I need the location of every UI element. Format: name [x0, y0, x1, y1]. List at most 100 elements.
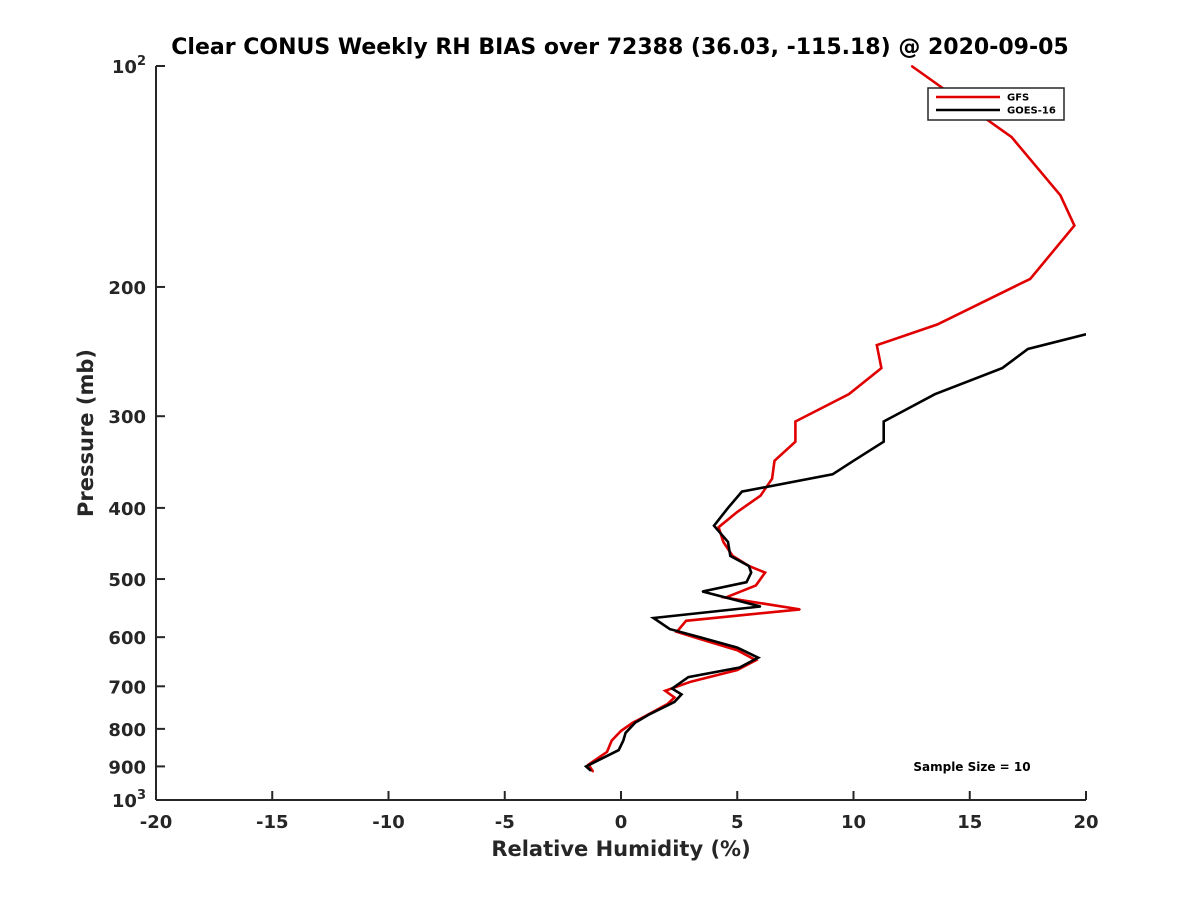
x-tick-label: 20 [1073, 812, 1098, 833]
data-point-goes-16 [713, 524, 715, 527]
data-point-goes-16 [729, 555, 732, 557]
y-tick-label: 400 [108, 499, 146, 520]
data-point-goes-16 [617, 749, 620, 751]
x-tick-label: -15 [256, 812, 289, 833]
data-point-goes-16 [590, 769, 592, 772]
data-point-goes-16 [882, 420, 885, 423]
data-point-goes-16 [648, 713, 650, 716]
data-point-gfs [736, 669, 739, 671]
data-point-gfs [876, 344, 878, 346]
y-tick-label: 600 [108, 628, 146, 649]
x-tick-label: 0 [615, 812, 628, 833]
data-point-gfs [1059, 194, 1062, 197]
data-point-gfs [1073, 224, 1076, 227]
data-point-gfs [759, 494, 762, 497]
data-point-goes-16 [585, 765, 587, 768]
x-tick-label: 10 [841, 812, 866, 833]
legend-box [927, 87, 1065, 121]
data-point-goes-16 [745, 581, 748, 583]
data-point-gfs [736, 511, 739, 513]
data-point-gfs [848, 393, 850, 396]
data-point-goes-16 [634, 722, 636, 724]
data-point-gfs [664, 690, 666, 692]
y-tick-base: 10 [112, 57, 137, 78]
x-ticks: -20 -15 -10 -5 0 5 10 15 20 [140, 791, 1099, 833]
data-point-gfs [610, 739, 613, 742]
data-point-goes-16 [831, 473, 834, 476]
y-tick-exponent: 2 [137, 54, 146, 69]
legend-label-gfs: GFS [1007, 93, 1029, 104]
y-tick-base: 10 [112, 791, 137, 812]
y-tick-label: 102 [112, 54, 146, 78]
data-point-gfs [910, 65, 913, 67]
data-point-gfs [755, 584, 757, 587]
data-point-gfs [771, 477, 773, 480]
data-point-gfs [620, 730, 622, 732]
data-point-gfs [690, 680, 692, 683]
data-point-goes-16 [727, 507, 729, 509]
x-tick-label: -20 [140, 812, 173, 833]
data-point-goes-16 [741, 490, 743, 493]
y-tick-label: 300 [108, 407, 146, 428]
data-point-gfs [592, 770, 594, 773]
data-point-goes-16 [736, 646, 739, 649]
x-tick-label: 15 [957, 812, 982, 833]
x-tick-label: -10 [372, 812, 405, 833]
data-point-goes-16 [852, 460, 855, 462]
y-tick-label: 500 [108, 570, 146, 591]
data-point-goes-16 [624, 732, 627, 734]
series-layer [583, 64, 1086, 773]
y-tick-label: 800 [108, 720, 146, 741]
data-point-goes-16 [687, 676, 690, 678]
x-axis-label: Relative Humidity (%) [491, 837, 750, 861]
data-point-goes-16 [757, 656, 759, 659]
data-point-goes-16 [759, 605, 762, 608]
data-point-goes-16 [680, 693, 683, 696]
data-point-goes-16 [699, 636, 701, 638]
chart-title: Clear CONUS Weekly RH BIAS over 72388 (3… [171, 35, 1068, 60]
y-axis-label: Pressure (mb) [74, 349, 98, 517]
data-point-goes-16 [934, 393, 936, 396]
data-point-gfs [794, 420, 797, 423]
data-point-goes-16 [882, 440, 885, 443]
data-point-goes-16 [701, 590, 704, 593]
data-point-goes-16 [727, 541, 729, 543]
data-point-gfs [764, 571, 766, 574]
data-point-gfs [717, 526, 720, 528]
data-point-goes-16 [1027, 348, 1029, 350]
data-point-goes-16 [1085, 333, 1086, 336]
data-point-gfs [794, 440, 797, 443]
data-point-gfs [736, 649, 739, 651]
y-tick-label: 900 [108, 757, 146, 778]
sample-size-annotation: Sample Size = 10 [913, 760, 1030, 774]
data-point-gfs [880, 367, 883, 369]
data-point-goes-16 [622, 739, 625, 742]
data-point-gfs [722, 541, 725, 543]
data-point-gfs [799, 608, 801, 611]
y-tick-label: 103 [112, 788, 146, 812]
data-point-gfs [1029, 278, 1031, 280]
data-point-goes-16 [652, 617, 655, 619]
data-point-gfs [773, 460, 776, 462]
data-point-gfs [936, 323, 938, 326]
y-tick-label: 200 [108, 278, 146, 299]
data-point-gfs [606, 751, 608, 753]
data-point-goes-16 [671, 687, 673, 690]
data-point-gfs [685, 620, 687, 622]
legend: GFS GOES-16 [927, 87, 1065, 121]
data-point-goes-16 [748, 565, 750, 567]
data-point-goes-16 [750, 571, 752, 574]
x-tick-label: -5 [495, 812, 515, 833]
data-point-gfs [673, 696, 676, 699]
data-point-goes-16 [738, 666, 741, 669]
data-point-gfs [701, 639, 704, 641]
data-point-goes-16 [669, 628, 671, 630]
legend-label-goes-16: GOES-16 [1007, 106, 1056, 117]
y-tick-label: 700 [108, 677, 146, 698]
x-tick-label: 5 [731, 812, 744, 833]
data-point-gfs [1010, 136, 1013, 138]
data-point-goes-16 [1001, 367, 1004, 369]
